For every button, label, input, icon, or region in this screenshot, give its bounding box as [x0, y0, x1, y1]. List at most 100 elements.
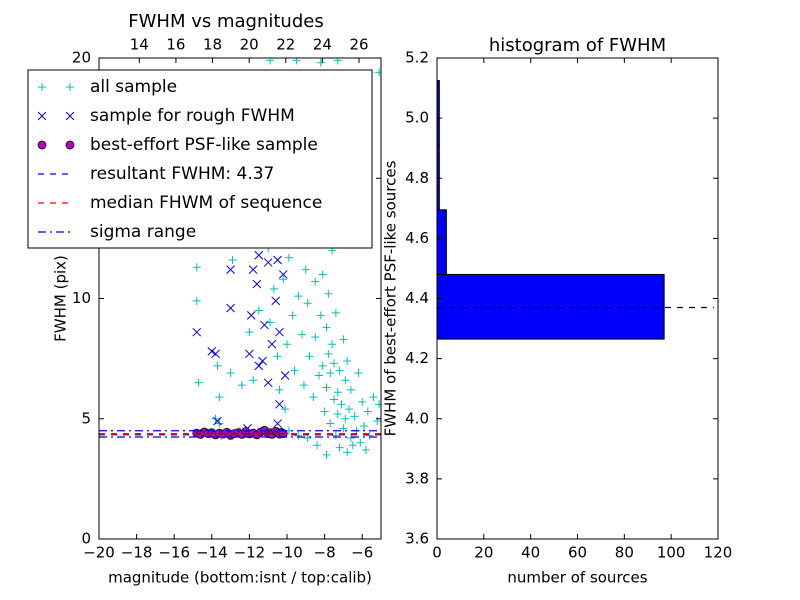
plus-marker — [245, 328, 254, 337]
y-tick-label: 4.4 — [405, 289, 429, 307]
plus-marker — [322, 323, 331, 332]
plot-area — [437, 80, 714, 340]
x-marker — [245, 349, 254, 359]
plus-marker — [275, 385, 284, 394]
x2-tick-label: 18 — [203, 36, 222, 54]
x-axis-label: number of sources — [507, 569, 647, 587]
x-tick-label: −12 — [234, 544, 266, 562]
x-tick-label: 120 — [704, 544, 733, 562]
x-tick-label: 20 — [474, 544, 493, 562]
x2-tick-label: 22 — [276, 36, 295, 54]
plus-marker — [369, 393, 378, 402]
x-marker — [275, 327, 284, 337]
plus-marker — [281, 405, 290, 414]
plus-marker — [192, 296, 201, 305]
plus-marker — [361, 446, 370, 455]
y-tick-label: 4.6 — [405, 229, 429, 247]
plus-marker — [331, 431, 340, 440]
y-tick-label: 5.2 — [405, 49, 429, 67]
plus-marker — [298, 330, 307, 339]
plus-marker — [330, 359, 338, 368]
plus-marker — [294, 292, 303, 301]
y-tick-label: 5.0 — [405, 109, 429, 127]
plus-marker — [290, 366, 299, 375]
plus-marker — [273, 352, 282, 361]
x-tick-label: −6 — [351, 544, 373, 562]
x-tick-label: 0 — [432, 544, 442, 562]
plus-marker — [316, 311, 325, 320]
plus-marker — [324, 349, 333, 358]
plus-marker — [330, 395, 338, 404]
plus-marker — [311, 332, 320, 341]
plus-marker — [360, 421, 369, 430]
x-marker — [275, 399, 284, 409]
x-marker — [37, 111, 47, 121]
x-marker — [258, 356, 267, 366]
x-marker — [246, 310, 256, 320]
plus-marker — [284, 253, 293, 262]
x-marker — [260, 320, 269, 330]
plus-marker — [292, 58, 301, 65]
plus-marker — [363, 407, 372, 416]
y-tick-label: 5 — [81, 409, 91, 427]
y-tick-label: 4.8 — [405, 169, 429, 187]
plus-marker — [288, 311, 297, 320]
plus-marker — [303, 299, 312, 308]
legend-box — [27, 69, 373, 249]
x-marker — [192, 327, 202, 337]
plus-marker — [375, 68, 381, 77]
plus-marker — [341, 376, 350, 385]
plus-marker — [192, 263, 201, 272]
plus-marker — [328, 340, 337, 349]
plus-marker — [346, 433, 355, 442]
x-tick-label: −8 — [314, 544, 336, 562]
y-tick-label: 3.8 — [405, 469, 429, 487]
x-tick-label: −18 — [121, 544, 153, 562]
legend: all sample sample for rough FWHM best-effo… — [27, 69, 373, 249]
legend-label: best-effort PSF-like sample — [90, 135, 318, 155]
plus-marker — [350, 412, 359, 421]
plus-marker — [354, 369, 363, 378]
x-marker — [211, 349, 220, 359]
plus-marker — [213, 361, 222, 370]
plus-marker — [335, 366, 344, 375]
plus-marker — [254, 306, 263, 315]
plus-marker — [343, 448, 352, 457]
plus-marker — [294, 431, 303, 440]
plus-marker — [341, 414, 350, 423]
plus-marker — [316, 58, 325, 67]
plus-marker — [345, 405, 354, 414]
x2-tick-label: 20 — [240, 36, 259, 54]
plus-marker — [194, 378, 203, 387]
x-tick-label: 40 — [521, 544, 540, 562]
plus-marker — [365, 431, 374, 440]
histogram-bar — [437, 209, 447, 275]
plus-marker — [343, 357, 352, 366]
plus-marker — [333, 409, 342, 418]
circle-marker — [37, 140, 47, 150]
plus-marker — [335, 443, 344, 452]
y-tick-label: 20 — [72, 49, 91, 67]
plus-marker — [356, 438, 365, 447]
plus-marker — [326, 369, 335, 378]
legend-label: all sample — [90, 77, 177, 97]
plus-marker — [228, 256, 237, 265]
x-tick-label: 80 — [615, 544, 634, 562]
x-marker — [278, 270, 288, 279]
plot-area — [99, 58, 381, 459]
plus-marker — [333, 58, 342, 65]
y-axis-label: FWHM (pix) — [52, 255, 70, 342]
x-marker — [263, 378, 273, 388]
circle-marker — [65, 140, 75, 150]
plus-marker — [38, 83, 46, 91]
x-marker — [226, 265, 235, 274]
legend-label: sample for rough FWHM — [90, 106, 295, 126]
histogram-bar — [437, 80, 440, 146]
plus-marker — [237, 381, 246, 390]
plus-marker — [318, 270, 327, 279]
x2-tick-label: 16 — [166, 36, 185, 54]
x-marker — [254, 361, 264, 371]
plus-marker — [283, 340, 291, 349]
plus-marker — [318, 361, 327, 370]
plus-marker — [266, 58, 275, 65]
